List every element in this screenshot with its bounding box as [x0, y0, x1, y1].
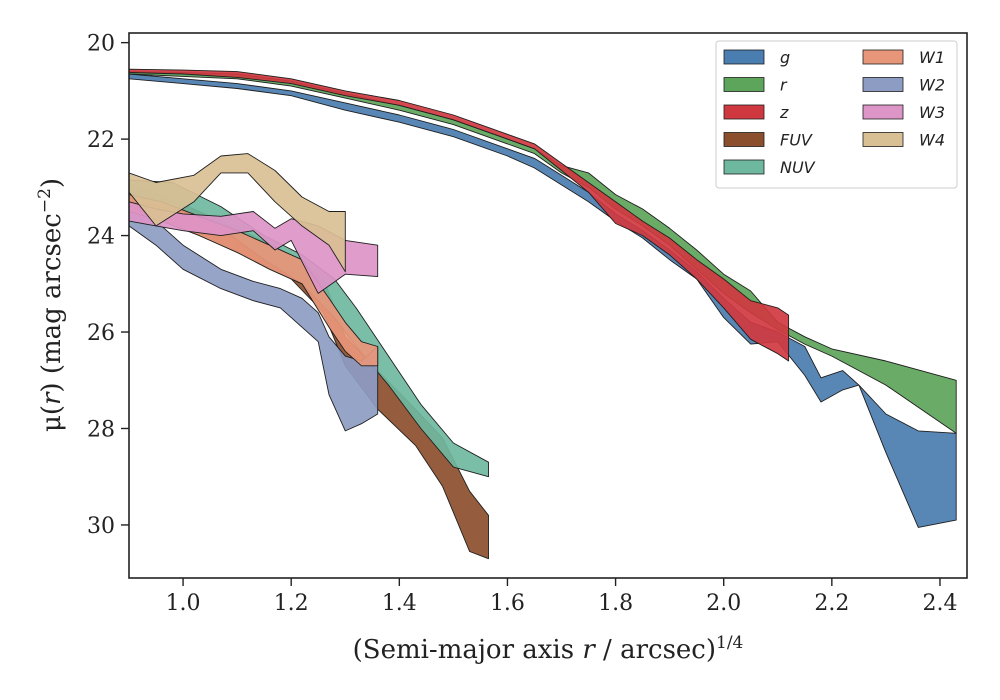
series-layer — [128, 68, 957, 560]
legend-swatch-w3 — [862, 104, 904, 120]
legend-label-nuv: NUV — [780, 158, 816, 177]
legend-label-z: z — [779, 103, 789, 122]
y-tick-label: 28 — [87, 417, 115, 442]
x-tick-label: 1.4 — [382, 591, 417, 616]
legend-swatch-g — [723, 49, 765, 65]
legend-label-w3: W3 — [919, 103, 945, 122]
x-tick-label: 1.6 — [490, 591, 525, 616]
plot-frame — [128, 32, 968, 579]
series-band-w2 — [128, 203, 379, 432]
y-axis-ticks: 20 22 24 26 28 30 — [87, 32, 129, 539]
x-axis-ticks: 1.0 1.2 1.4 1.6 1.8 2.0 2.2 2.4 — [166, 578, 957, 616]
y-tick-label: 22 — [87, 128, 115, 153]
legend-label-w4: W4 — [919, 131, 945, 150]
legend-swatch-w2 — [862, 77, 904, 92]
x-tick-label: 2.0 — [706, 591, 741, 616]
legend-swatch-w4 — [862, 132, 904, 147]
series-band-g — [128, 73, 957, 528]
legend: grz FUV NUV W1 W2 W3 W4 — [715, 40, 958, 189]
y-tick-label: 30 — [87, 514, 115, 539]
legend-swatch-nuv — [723, 159, 765, 175]
x-tick-label: 1.2 — [274, 591, 309, 616]
legend-swatch-w1 — [862, 49, 904, 65]
x-tick-label: 2.4 — [922, 591, 957, 616]
series-band-w3 — [128, 201, 379, 294]
legend-label-fuv: FUV — [780, 131, 813, 150]
y-tick-label: 20 — [87, 32, 115, 57]
y-tick-label: 24 — [87, 225, 115, 250]
y-tick-label: 26 — [87, 321, 115, 346]
series-band-w4 — [128, 153, 346, 273]
x-tick-label: 1.8 — [598, 591, 633, 616]
y-axis-label: μ(r) (mag arcsec−2) — [35, 178, 67, 432]
legend-swatch-fuv — [723, 132, 765, 147]
x-tick-label: 1.0 — [166, 591, 201, 616]
x-tick-label: 2.2 — [814, 591, 849, 616]
legend-label-w2: W2 — [919, 76, 945, 95]
legend-label-g: g — [780, 48, 790, 67]
legend-swatch-z — [723, 104, 765, 120]
x-axis-label: (Semi-major axis r / arcsec)1/4 — [353, 633, 744, 665]
series-band-z — [128, 68, 790, 362]
legend-swatch-r — [723, 77, 765, 92]
legend-label-r: r — [780, 76, 788, 95]
legend-label-w1: W1 — [919, 48, 945, 67]
